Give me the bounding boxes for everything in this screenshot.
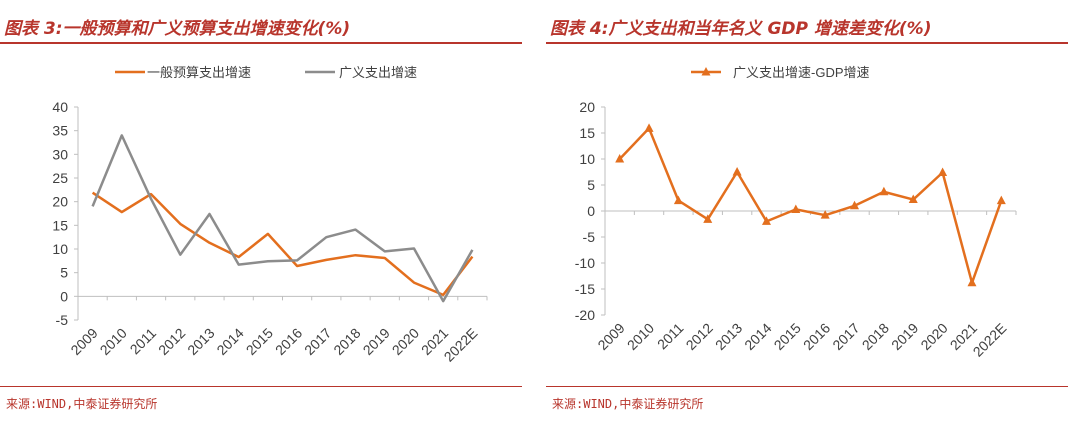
y-tick-label: 5 — [587, 177, 595, 193]
x-tick-label: 2022E — [441, 325, 481, 365]
x-tick-label: 2013 — [184, 325, 217, 358]
x-tick-label: 2011 — [127, 325, 160, 358]
figure-panel-right: 图表 4:广义支出和当年名义 GDP 增速差变化(%) -20 -15 -10 -5 0… — [546, 0, 1068, 422]
bottom-rule — [0, 386, 522, 387]
data-point-marker — [732, 167, 742, 176]
line-chart-right: -20-15-10-505101520200920102011201220132… — [575, 65, 1017, 360]
y-tick-label: -20 — [575, 307, 595, 323]
data-point-marker — [761, 216, 771, 225]
y-tick-label: 20 — [579, 99, 595, 115]
data-point-marker — [996, 195, 1006, 205]
y-tick-label: -15 — [575, 281, 595, 297]
x-tick-label: 2011 — [654, 320, 687, 353]
legend-label: 一般预算支出增速 — [147, 65, 251, 80]
y-tick-label: 0 — [60, 288, 68, 304]
x-tick-label: 2009 — [594, 320, 627, 353]
data-point-marker — [644, 123, 654, 132]
x-tick-label: 2020 — [389, 325, 422, 358]
data-point-marker — [703, 214, 713, 223]
x-tick-label: 2013 — [712, 320, 745, 353]
y-tick-label: 10 — [52, 241, 68, 257]
legend-marker — [701, 67, 711, 76]
y-tick-label: 20 — [52, 194, 68, 210]
y-tick-label: 30 — [52, 146, 68, 162]
x-tick-label: 2017 — [301, 325, 334, 358]
x-tick-label: 2015 — [243, 325, 276, 358]
y-tick-label: -10 — [575, 255, 595, 271]
series-line — [91, 191, 474, 297]
source-note: 来源:WIND,中泰证券研究所 — [6, 397, 158, 411]
y-tick-label: 5 — [60, 265, 68, 281]
data-point-marker — [879, 186, 889, 196]
series-line — [618, 127, 1003, 285]
y-tick-label: 35 — [52, 123, 68, 139]
source-note: 来源:WIND,中泰证券研究所 — [552, 397, 704, 411]
figure-title: 图表 3:一般预算和广义预算支出增速变化(%) — [4, 19, 351, 39]
y-tick-label: 40 — [52, 99, 68, 115]
data-point-marker — [967, 277, 977, 287]
x-tick-label: 2019 — [888, 320, 921, 353]
figure-title: 图表 4:广义支出和当年名义 GDP 增速差变化(%) — [550, 19, 932, 39]
x-tick-label: 2018 — [330, 325, 363, 358]
data-point-marker — [908, 194, 918, 204]
legend-label: 广义支出增速 — [339, 65, 417, 80]
x-tick-label: 2012 — [683, 320, 716, 353]
y-tick-label: 10 — [579, 151, 595, 167]
legend-label: 广义支出增速-GDP增速 — [733, 65, 870, 80]
data-point-marker — [850, 200, 860, 210]
x-tick-label: 2009 — [67, 325, 100, 358]
x-tick-label: 2019 — [360, 325, 393, 358]
x-tick-label: 2014 — [213, 325, 246, 358]
y-tick-label: -5 — [56, 312, 69, 328]
line-chart-left: -505101520253035402009201020112012201320… — [52, 65, 488, 365]
x-tick-label: 2014 — [741, 320, 774, 353]
y-tick-label: 25 — [52, 170, 68, 186]
x-tick-label: 2020 — [917, 320, 950, 353]
x-tick-label: 2016 — [272, 325, 305, 358]
x-tick-label: 2016 — [800, 320, 833, 353]
x-tick-label: 2018 — [859, 320, 892, 353]
x-tick-label: 2015 — [771, 320, 804, 353]
y-tick-label: 15 — [579, 125, 595, 141]
x-tick-label: 2017 — [829, 320, 862, 353]
title-rule — [0, 42, 522, 44]
x-tick-label: 2010 — [97, 325, 130, 358]
data-point-marker — [615, 154, 625, 163]
series-line — [91, 134, 474, 303]
y-tick-label: 15 — [52, 217, 68, 233]
y-tick-label: -5 — [583, 229, 596, 245]
title-rule — [546, 42, 1068, 44]
x-tick-label: 2022E — [970, 320, 1010, 360]
x-tick-label: 2012 — [155, 325, 188, 358]
data-point-marker — [820, 210, 830, 219]
y-tick-label: 0 — [587, 203, 595, 219]
bottom-rule — [546, 386, 1068, 387]
x-tick-label: 2010 — [624, 320, 657, 353]
data-point-marker — [938, 167, 948, 177]
figure-panel-left: 图表 3:一般预算和广义预算支出增速变化(%) -5 0 5 10 15 20 25 30 35… — [0, 0, 522, 422]
data-point-marker — [673, 195, 683, 205]
data-point-marker — [791, 204, 801, 213]
